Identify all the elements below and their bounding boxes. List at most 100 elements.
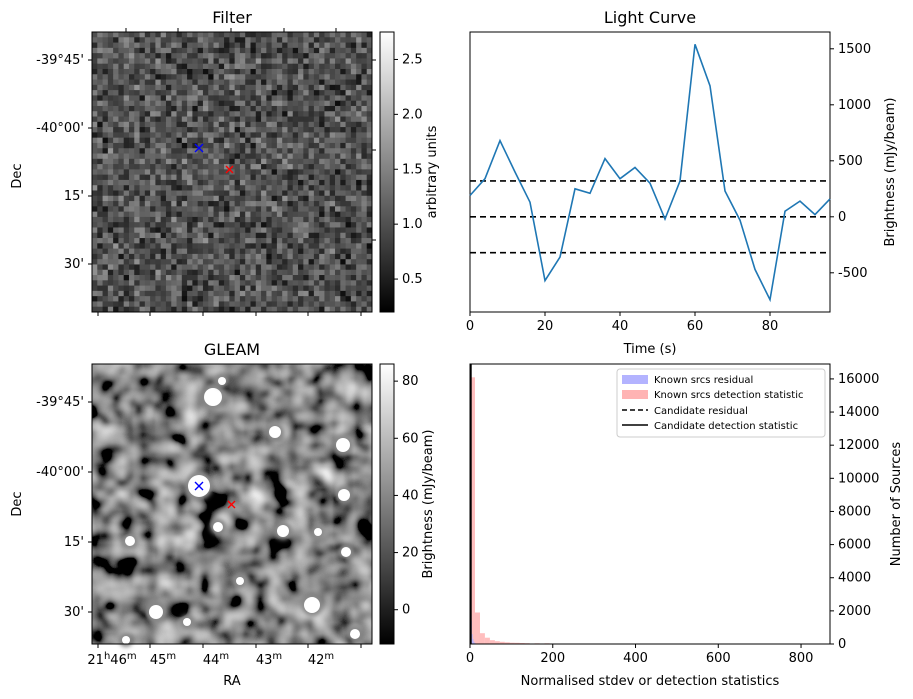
filter-pixel [139,227,146,234]
filter-pixel [171,296,177,302]
filter-pixel [350,95,357,102]
filter-pixel [335,174,341,181]
filter-pixel [181,132,188,139]
filter-pixel [229,243,236,249]
filter-pixel [107,216,114,223]
filter-pixel [319,280,325,286]
gleam-frame [91,363,373,645]
filter-pixel [345,164,352,170]
filter-pixel [239,137,246,144]
filter-pixel [144,238,151,244]
filter-pixel [134,142,140,149]
filter-pixel [123,269,130,276]
filter-pixel [276,259,283,265]
colorbar-tick-label: 1.0 [402,217,423,232]
filter-pixel [313,105,320,112]
filter-pixel [255,68,262,75]
filter-pixel [102,164,109,170]
filter-pixel [245,116,251,123]
filter-pixel [313,290,320,297]
filter-pixel [335,32,341,38]
filter-pixel [176,105,183,112]
filter-pixel [276,32,283,38]
filter-pixel [160,195,167,202]
filter-pixel [324,232,331,239]
filter-pixel [350,53,357,59]
filter-pixel [250,53,257,59]
filter-pixel [308,185,315,191]
filter-pixel [361,47,368,54]
filter-pixel [192,164,199,170]
filter-pixel [292,296,299,302]
filter-pixel [218,158,225,165]
filter-pixel [171,238,177,244]
filter-pixel [245,296,251,302]
filter-pixel [224,127,230,133]
filter-pixel [150,243,156,249]
filter-pixel [287,79,294,86]
filter-pixel [245,58,251,65]
filter-pixel [255,232,262,239]
filter-pixel [239,190,246,197]
filter-pixel [150,179,156,186]
filter-pixel [107,264,114,271]
filter-pixel [181,275,188,281]
filter-pixel [150,111,156,117]
filter-pixel [176,206,183,213]
filter-pixel [97,301,103,308]
filter-pixel [361,190,368,197]
filter-pixel [218,306,225,313]
filter-pixel [113,285,119,292]
filter-pixel [282,264,288,271]
filter-pixel [213,285,220,292]
filter-pixel [218,32,225,38]
filter-pixel [192,195,199,202]
filter-pixel [229,195,236,202]
filter-pixel [92,211,98,218]
filter-pixel [356,174,362,181]
filter-pixel [239,227,246,234]
filter-pixel [340,127,346,133]
filter-pixel [202,42,209,49]
filter-pixel [366,127,373,133]
filter-pixel [192,142,199,149]
filter-pixel [229,90,236,96]
filter-pixel [197,248,204,255]
filter-pixel [234,74,241,80]
filter-pixel [165,68,172,75]
filter-pixel [287,206,294,213]
filter-pixel [134,105,140,112]
filter-pixel [144,243,151,249]
filter-pixel [102,238,109,244]
filter-pixel [319,95,325,102]
filter-pixel [123,95,130,102]
lightcurve-ytick-label: -500 [838,266,868,281]
filter-pixel [292,259,299,265]
filter-pixel [287,238,294,244]
filter-pixel [171,153,177,160]
filter-pixel [102,259,109,265]
filter-pixel [298,63,304,70]
filter-pixel [118,285,125,292]
filter-pixel [150,216,156,223]
filter-pixel [276,95,283,102]
filter-pixel [128,37,135,43]
filter-pixel [266,301,273,308]
filter-pixel [366,79,373,86]
filter-pixel [266,259,273,265]
filter-pixel [144,190,151,197]
filter-pixel [366,153,373,160]
filter-pixel [181,90,188,96]
filter-pixel [92,195,98,202]
filter-pixel [197,275,204,281]
filter-pixel [282,185,288,191]
filter-pixel [282,42,288,49]
filter-pixel [165,227,172,234]
histogram-bar [470,377,475,644]
filter-pixel [308,105,315,112]
filter-pixel [340,179,346,186]
filter-pixel [266,148,273,154]
filter-pixel [250,190,257,197]
filter-pixel [213,185,220,191]
filter-pixel [229,58,236,65]
